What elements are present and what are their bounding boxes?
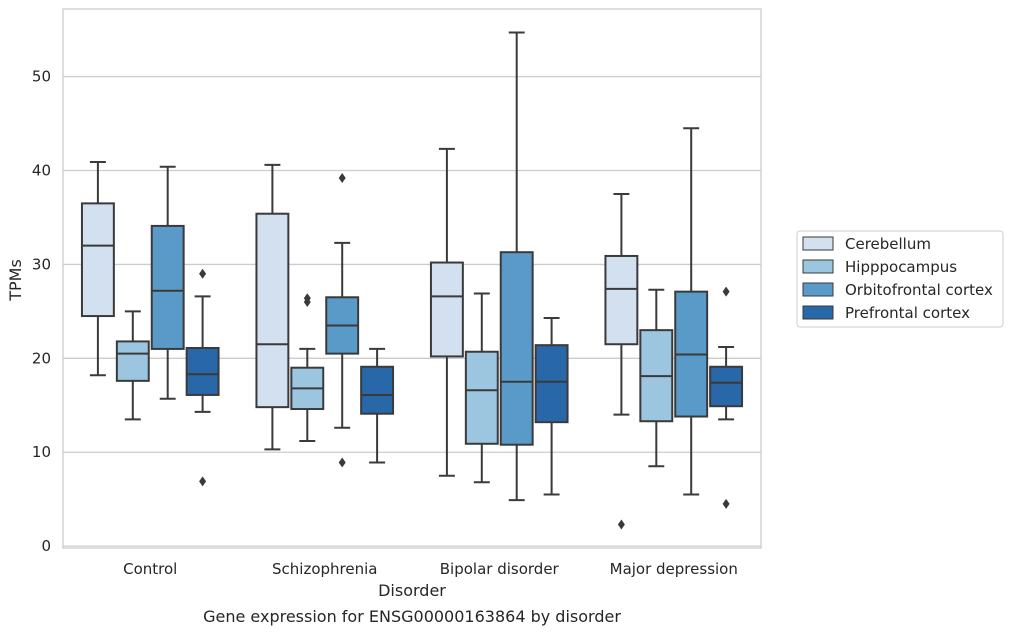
box (290, 293, 325, 442)
y-tick-label: 30 (32, 255, 51, 273)
box-body (185, 346, 220, 396)
box (429, 147, 464, 477)
box-body (604, 254, 639, 346)
x-tick-label: Control (123, 560, 177, 578)
box (325, 173, 360, 468)
y-tick-label: 0 (41, 537, 51, 555)
box-body (464, 350, 499, 445)
box-body (150, 224, 185, 350)
box-body (360, 365, 395, 415)
box (255, 163, 290, 451)
outlier-point (199, 476, 207, 487)
box (604, 192, 639, 530)
box-body (709, 365, 744, 408)
box-series (80, 31, 744, 530)
outlier-point (617, 519, 625, 530)
legend-swatch (802, 282, 834, 297)
box (499, 31, 534, 502)
legend-label: Hipppocampus (845, 258, 957, 276)
legend: Cerebellum Hipppocampus Orbitofrontal cort… (796, 230, 1004, 328)
outlier-point (303, 293, 311, 304)
box (360, 347, 395, 464)
box (185, 268, 220, 487)
y-tick-label: 10 (32, 443, 51, 461)
chart-title: Gene expression for ENSG00000163864 by d… (203, 607, 621, 626)
legend-swatch (802, 259, 834, 274)
box-body (499, 251, 534, 446)
y-tick-label: 40 (32, 162, 51, 180)
legend-swatch (802, 305, 834, 320)
plot-area-frame (62, 8, 762, 549)
legend-label: Orbitofrontal cortex (845, 281, 993, 299)
box (674, 127, 709, 496)
box (639, 288, 674, 468)
box-body (80, 202, 115, 318)
x-tick-label: Bipolar disorder (440, 560, 560, 578)
y-tick-label: 50 (32, 68, 51, 86)
box (80, 161, 115, 377)
x-tick-label: Major depression (610, 560, 738, 578)
legend-swatch (802, 236, 834, 251)
legend-label: Cerebellum (845, 235, 931, 253)
box (464, 292, 499, 484)
y-axis-label: TPMs (6, 259, 25, 302)
outlier-point (722, 498, 730, 509)
box-body (534, 344, 569, 424)
outlier-point (338, 173, 346, 184)
y-tick-label: 20 (32, 349, 51, 367)
legend-frame (796, 230, 1004, 328)
box (534, 316, 569, 496)
box (709, 286, 744, 509)
x-axis-ticks: Control Schizophrenia Bipolar disorder Majo… (123, 560, 738, 578)
box-body (429, 261, 464, 358)
box (115, 310, 150, 421)
legend-label: Prefrontal cortex (845, 304, 970, 322)
outlier-point (722, 286, 730, 297)
outlier-point (338, 457, 346, 468)
x-tick-label: Schizophrenia (272, 560, 377, 578)
box-body (115, 340, 150, 382)
x-axis-label: Disorder (378, 581, 446, 600)
outlier-point (199, 268, 207, 279)
y-axis-ticks: 0 10 20 30 40 50 (32, 68, 51, 556)
box-body (255, 212, 290, 409)
box (150, 165, 185, 400)
